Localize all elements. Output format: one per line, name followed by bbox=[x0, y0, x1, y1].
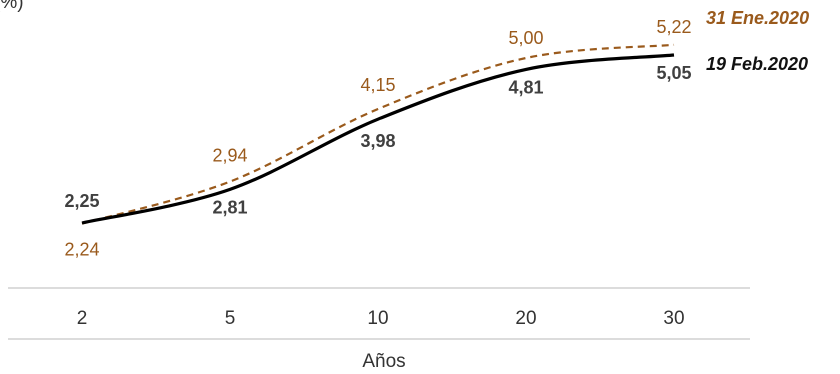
data-label: 5,00 bbox=[508, 28, 543, 48]
data-label: 2,24 bbox=[64, 240, 99, 260]
x-tick-label: 20 bbox=[515, 308, 536, 329]
data-label: 5,22 bbox=[656, 17, 691, 37]
data-label: 4,15 bbox=[360, 75, 395, 95]
legend-entry: 19 Feb.2020 bbox=[706, 54, 808, 74]
x-axis-label: Años bbox=[362, 351, 405, 372]
x-tick-label: 10 bbox=[367, 308, 388, 329]
data-label: 2,81 bbox=[212, 197, 247, 217]
series-line-31-ene-2020 bbox=[81, 43, 675, 225]
x-tick-label: 2 bbox=[77, 308, 88, 329]
x-tick-label: 30 bbox=[663, 308, 684, 329]
series-line-19-feb-2020 bbox=[81, 53, 675, 225]
x-axis: 2 5 10 20 30 bbox=[8, 287, 750, 340]
data-labels: 2,24 2,94 4,15 5,00 5,22 2,25 2,81 3,98 4,81 5,05 bbox=[64, 17, 691, 260]
series-lines bbox=[81, 43, 675, 225]
unit-label-partial: (%) bbox=[0, 0, 24, 13]
x-tick-label: 5 bbox=[225, 308, 236, 329]
legend-entry: 31 Ene.2020 bbox=[706, 8, 809, 28]
data-label: 2,94 bbox=[212, 146, 247, 166]
data-label: 5,05 bbox=[656, 63, 691, 83]
data-label: 3,98 bbox=[360, 131, 395, 151]
data-label: 4,81 bbox=[508, 77, 543, 97]
data-label: 2,25 bbox=[64, 191, 99, 211]
legend: 31 Ene.2020 19 Feb.2020 bbox=[706, 8, 809, 74]
